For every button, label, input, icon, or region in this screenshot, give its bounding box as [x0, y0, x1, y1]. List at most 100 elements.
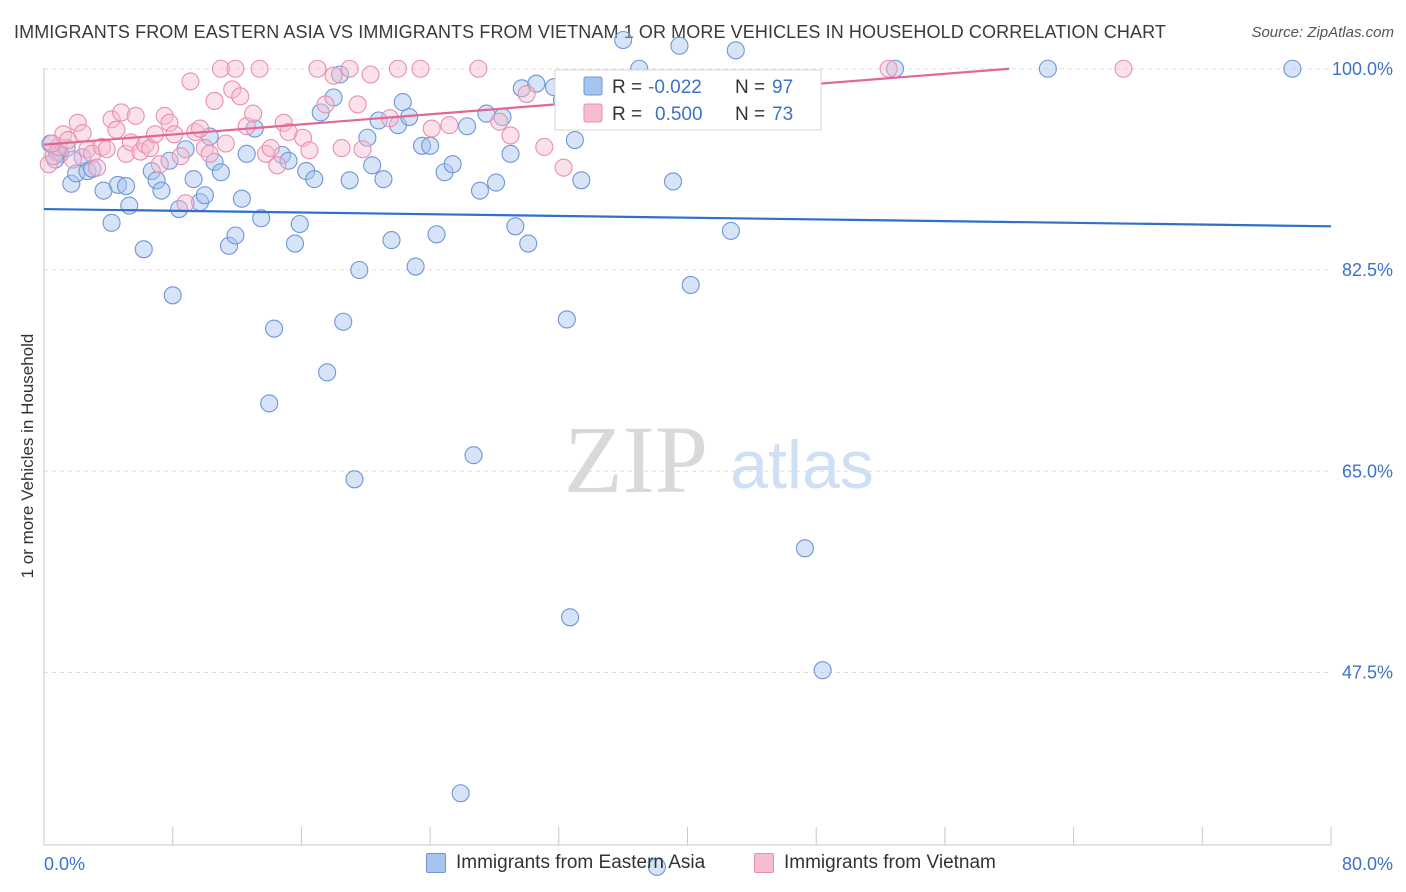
point-eastern-asia-22	[184, 170, 203, 189]
point-eastern-asia-38	[285, 234, 305, 253]
point-vietnam-35	[211, 59, 231, 78]
point-vietnam-38	[226, 59, 245, 78]
point-vietnam-42	[250, 59, 269, 78]
point-vietnam-55	[348, 95, 367, 114]
x-tick-label-1: 80.0%	[1342, 854, 1393, 874]
point-vietnam-51	[316, 95, 335, 114]
point-vietnam-28	[176, 194, 195, 213]
point-vietnam-18	[126, 106, 145, 125]
point-eastern-asia-31	[237, 144, 256, 163]
point-vietnam-5	[63, 150, 83, 169]
stats-n-label-1: N =	[735, 77, 765, 98]
point-vietnam-41	[244, 104, 263, 123]
stats-r-value-2: 0.500	[655, 104, 703, 125]
point-eastern-asia-35	[265, 319, 284, 338]
stats-swatch-vietnam	[583, 103, 603, 123]
stats-box: R = -0.022 N = 97 R = 0.500 N = 73	[554, 69, 822, 131]
point-eastern-asia-85	[647, 857, 666, 876]
point-vietnam-43	[256, 144, 276, 163]
point-eastern-asia-7	[78, 162, 97, 181]
point-vietnam-57	[361, 65, 380, 84]
point-vietnam-9	[83, 144, 102, 163]
point-vietnam-14	[107, 120, 126, 139]
point-eastern-asia-72	[506, 217, 525, 236]
point-eastern-asia-45	[330, 65, 350, 84]
point-vietnam-25	[160, 113, 179, 132]
point-eastern-asia-51	[363, 156, 382, 175]
point-eastern-asia-90	[726, 41, 745, 60]
point-vietnam-60	[411, 59, 430, 78]
point-vietnam-54	[340, 59, 359, 78]
series-vietnam-points	[39, 59, 1133, 213]
point-vietnam-53	[332, 139, 351, 158]
point-vietnam-21	[141, 139, 160, 158]
point-eastern-asia-69	[487, 173, 506, 192]
point-eastern-asia-89	[721, 221, 740, 240]
point-eastern-asia-83	[614, 30, 633, 50]
y-tick-label-0: 47.5%	[1342, 663, 1393, 683]
legend-swatch-eastern-asia	[426, 853, 446, 873]
x-tick-label-0: 0.0%	[44, 854, 85, 874]
point-eastern-asia-63	[443, 155, 462, 174]
trend-lines	[43, 67, 1332, 228]
point-eastern-asia-54	[382, 231, 401, 250]
point-eastern-asia-74	[519, 234, 538, 253]
point-eastern-asia-53	[374, 170, 393, 189]
point-eastern-asia-33	[252, 209, 271, 228]
point-eastern-asia-24	[195, 186, 214, 205]
point-eastern-asia-19	[163, 286, 182, 305]
tick-labels: 47.5% 65.0% 82.5% 100.0% 0.0% 80.0%	[44, 59, 1393, 874]
legend-swatch-vietnam	[754, 853, 774, 873]
point-eastern-asia-66	[464, 446, 483, 465]
stats-r-value-1: -0.022	[648, 77, 702, 98]
point-eastern-asia-14	[134, 240, 153, 259]
point-vietnam-34	[205, 91, 224, 110]
point-eastern-asia-46	[334, 312, 353, 331]
legend: Immigrants from Eastern Asia Immigrants …	[0, 852, 1406, 878]
legend-item-vietnam[interactable]: Immigrants from Vietnam	[754, 852, 996, 874]
point-eastern-asia-43	[318, 363, 337, 382]
point-vietnam-44	[261, 139, 280, 158]
point-vietnam-71	[879, 59, 898, 78]
legend-item-eastern-asia[interactable]: Immigrants from Eastern Asia	[426, 852, 705, 874]
point-vietnam-27	[171, 147, 190, 166]
point-eastern-asia-60	[421, 136, 440, 155]
point-eastern-asia-41	[305, 170, 324, 189]
point-eastern-asia-34	[260, 394, 279, 413]
point-vietnam-10	[88, 158, 107, 177]
point-eastern-asia-18	[160, 151, 179, 170]
watermark-atlas: atlas	[730, 427, 874, 503]
point-eastern-asia-37	[279, 151, 298, 170]
watermark: ZIP atlas	[564, 406, 874, 513]
point-vietnam-68	[554, 158, 573, 177]
point-vietnam-31	[190, 119, 210, 138]
point-vietnam-49	[300, 141, 319, 160]
point-vietnam-15	[112, 103, 131, 122]
point-vietnam-65	[501, 126, 520, 145]
point-vietnam-50	[308, 59, 327, 78]
point-vietnam-56	[353, 140, 372, 159]
point-vietnam-66	[517, 85, 536, 104]
point-eastern-asia-78	[557, 310, 576, 329]
point-vietnam-23	[150, 155, 169, 174]
point-eastern-asia-4	[62, 174, 81, 193]
point-eastern-asia-71	[501, 144, 520, 163]
point-eastern-asia-10	[102, 213, 121, 232]
y-tick-label-2: 82.5%	[1342, 260, 1393, 280]
point-vietnam-67	[535, 137, 554, 156]
grid-lines	[44, 68, 1331, 673]
point-vietnam-7	[73, 124, 92, 143]
trend-line-eastern-asia	[43, 207, 1332, 228]
point-vietnam-36	[216, 134, 235, 153]
point-eastern-asia-91	[795, 539, 814, 558]
point-vietnam-29	[181, 72, 200, 91]
stats-swatch-eastern-asia	[583, 76, 603, 96]
point-vietnam-59	[388, 59, 407, 78]
point-vietnam-45	[268, 156, 287, 175]
stats-n-label-2: N =	[735, 104, 765, 125]
point-eastern-asia-17	[152, 181, 171, 200]
legend-label-vietnam: Immigrants from Vietnam	[784, 852, 996, 873]
point-eastern-asia-48	[345, 470, 364, 489]
point-vietnam-39	[231, 87, 250, 106]
point-eastern-asia-29	[226, 226, 245, 245]
